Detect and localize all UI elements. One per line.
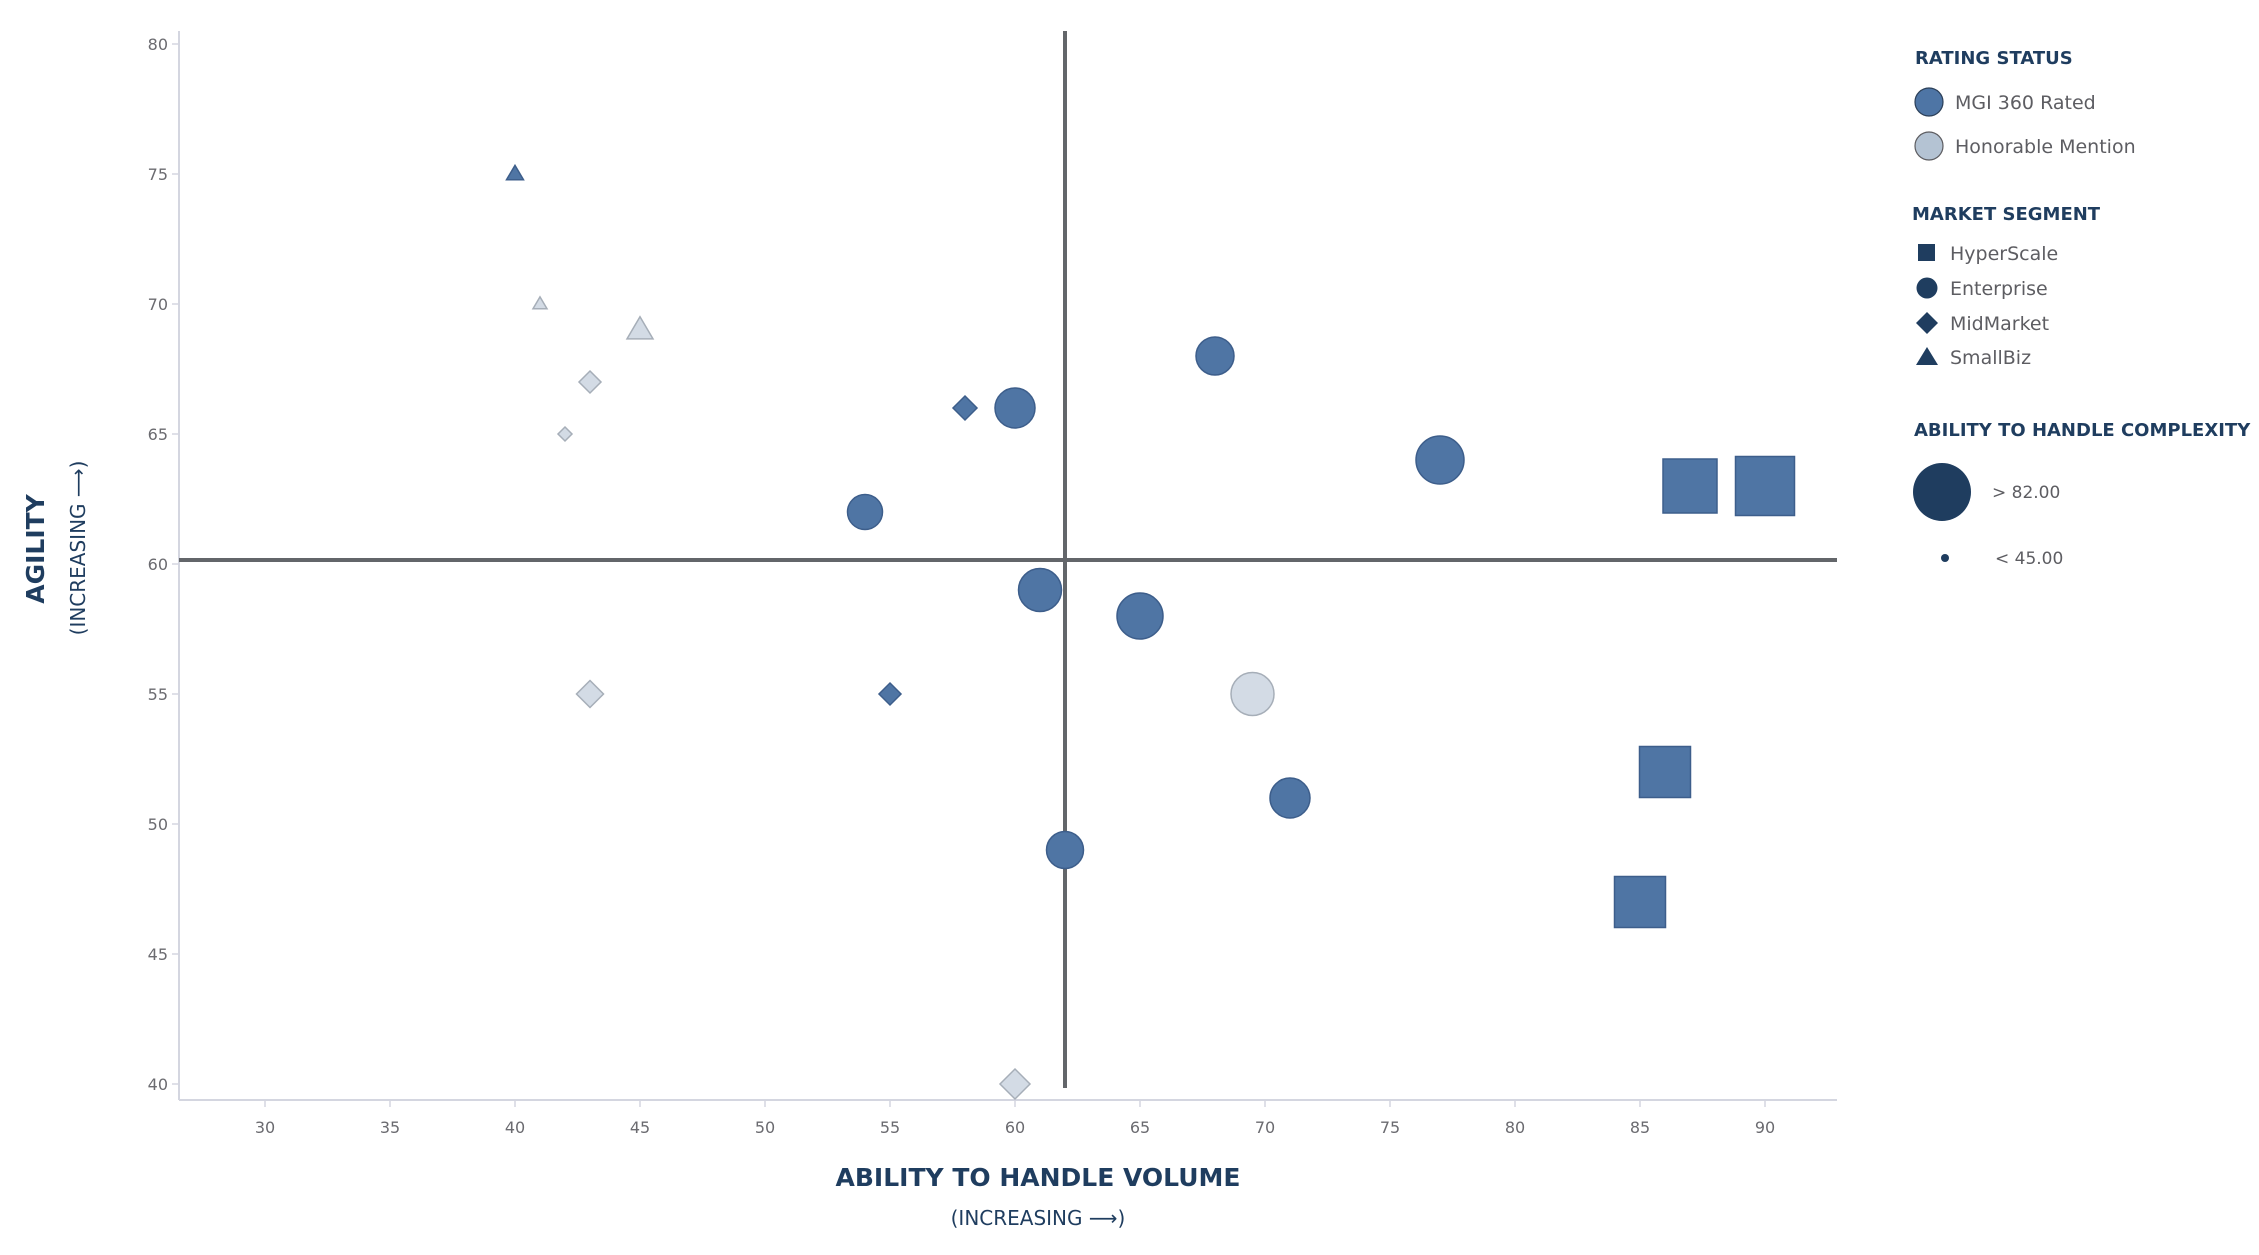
midmarket-point[interactable]: Honorable Mention · MidMarket (43, 55)	[575, 679, 605, 709]
complexity-large-circle-icon	[1913, 463, 1971, 521]
smallbiz-triangle-icon	[1916, 347, 1938, 365]
x-axis-subtitle: (INCREASING ⟶)	[951, 1206, 1126, 1230]
y-tick-label: 65	[148, 425, 168, 444]
legend-mgi-rated-label: MGI 360 Rated	[1955, 92, 2096, 114]
legend-honorable-mention-swatch	[1914, 131, 1944, 161]
y-axis-subtitle: (INCREASING ⟶)	[66, 461, 90, 636]
enterprise-point[interactable]: MGI 360 Rated · Enterprise (77, 64)	[1415, 435, 1465, 485]
midmarket-point[interactable]: Honorable Mention · MidMarket (43, 67)	[577, 369, 603, 395]
legend-enterprise-label: Enterprise	[1950, 278, 2048, 300]
enterprise-point[interactable]: MGI 360 Rated · Enterprise (60, 66)	[994, 387, 1036, 429]
legend: RATING STATUS MGI 360 Rated Honorable Me…	[1912, 48, 2251, 569]
quadrant-lines	[179, 31, 1837, 1088]
y-ticks: 40 45 50 55 60 65 70 75 80	[148, 35, 179, 1094]
legend-honorable-mention-label: Honorable Mention	[1955, 136, 2136, 158]
x-tick-label: 45	[630, 1118, 650, 1137]
legend-rating-status-title: RATING STATUS	[1915, 48, 2073, 69]
y-tick-label: 75	[148, 165, 168, 184]
y-tick-label: 80	[148, 35, 168, 54]
hyperscale-point[interactable]: MGI 360 Rated · HyperScale (85, 47)	[1613, 875, 1667, 929]
x-tick-label: 60	[1005, 1118, 1025, 1137]
enterprise-point[interactable]: MGI 360 Rated · Enterprise (68, 68)	[1195, 336, 1235, 376]
hyperscale-point[interactable]: MGI 360 Rated · HyperScale (86, 52)	[1638, 745, 1692, 799]
y-tick-label: 70	[148, 295, 168, 314]
y-tick-label: 45	[148, 945, 168, 964]
complexity-small-circle-icon	[1941, 554, 1949, 562]
y-axis-title: AGILITY	[21, 493, 50, 603]
enterprise-point[interactable]: MGI 360 Rated · Enterprise (65, 58)	[1116, 592, 1164, 640]
y-tick-label: 60	[148, 555, 168, 574]
legend-complexity-small-label: < 45.00	[1995, 549, 2063, 569]
x-tick-label: 70	[1255, 1118, 1275, 1137]
midmarket-point[interactable]: Honorable Mention · MidMarket (60, 40)	[998, 1067, 1032, 1101]
legend-mgi-rated-swatch	[1914, 87, 1944, 117]
hyperscale-square-icon	[1918, 244, 1935, 261]
legend-complexity-title: ABILITY TO HANDLE COMPLEXITY	[1914, 420, 2251, 441]
legend-smallbiz-label: SmallBiz	[1950, 347, 2031, 369]
legend-midmarket-label: MidMarket	[1950, 313, 2049, 335]
x-tick-label: 80	[1505, 1118, 1525, 1137]
y-tick-label: 40	[148, 1075, 168, 1094]
enterprise-point[interactable]: MGI 360 Rated · Enterprise (62, 49)	[1045, 830, 1085, 870]
x-tick-label: 30	[255, 1118, 275, 1137]
y-tick-label: 55	[148, 685, 168, 704]
legend-hyperscale-label: HyperScale	[1950, 243, 2058, 265]
enterprise-point[interactable]: MGI 360 Rated · Enterprise (54, 62)	[846, 493, 884, 531]
x-ticks: 30 35 40 45 50 55 60 65 70 75 80 85 90	[255, 1100, 1775, 1137]
x-axis-title: ABILITY TO HANDLE VOLUME	[836, 1163, 1241, 1192]
legend-market-segment-title: MARKET SEGMENT	[1912, 204, 2101, 225]
x-tick-label: 40	[505, 1118, 525, 1137]
enterprise-circle-icon	[1916, 277, 1938, 299]
data-points: MGI 360 Rated · SmallBiz (40, 75) MGI 360…	[505, 163, 1796, 1101]
x-tick-label: 85	[1630, 1118, 1650, 1137]
axes: 40 45 50 55 60 65 70 75 80 30 35 40 45 50 55 60 65 70 75 8…	[148, 31, 1837, 1137]
midmarket-point[interactable]: MGI 360 Rated · MidMarket (55, 55)	[877, 681, 903, 707]
x-tick-label: 35	[380, 1118, 400, 1137]
x-tick-label: 50	[755, 1118, 775, 1137]
y-tick-label: 50	[148, 815, 168, 834]
midmarket-diamond-icon	[1916, 312, 1938, 334]
x-tick-label: 65	[1130, 1118, 1150, 1137]
smallbiz-point[interactable]: Honorable Mention · SmallBiz (41, 70)	[531, 295, 549, 310]
legend-complexity-large-label: > 82.00	[1992, 483, 2060, 503]
x-tick-label: 90	[1755, 1118, 1775, 1137]
hyperscale-point[interactable]: MGI 360 Rated · HyperScale (90, 63)	[1734, 455, 1796, 517]
midmarket-point[interactable]: MGI 360 Rated · MidMarket (58, 66)	[951, 394, 979, 422]
x-tick-label: 75	[1380, 1118, 1400, 1137]
x-tick-label: 55	[880, 1118, 900, 1137]
smallbiz-point[interactable]: Honorable Mention · SmallBiz (45, 69)	[625, 315, 655, 340]
smallbiz-point[interactable]: MGI 360 Rated · SmallBiz (40, 75)	[505, 163, 525, 181]
enterprise-point[interactable]: MGI 360 Rated · Enterprise (61, 59)	[1017, 567, 1063, 613]
enterprise-point[interactable]: Honorable Mention · Enterprise (69.5, 55…	[1230, 671, 1275, 717]
enterprise-point[interactable]: MGI 360 Rated · Enterprise (71, 51)	[1269, 777, 1311, 819]
midmarket-point[interactable]: Honorable Mention · MidMarket (42, 65)	[556, 425, 574, 443]
hyperscale-point[interactable]: MGI 360 Rated · HyperScale (87, 63)	[1662, 458, 1718, 514]
